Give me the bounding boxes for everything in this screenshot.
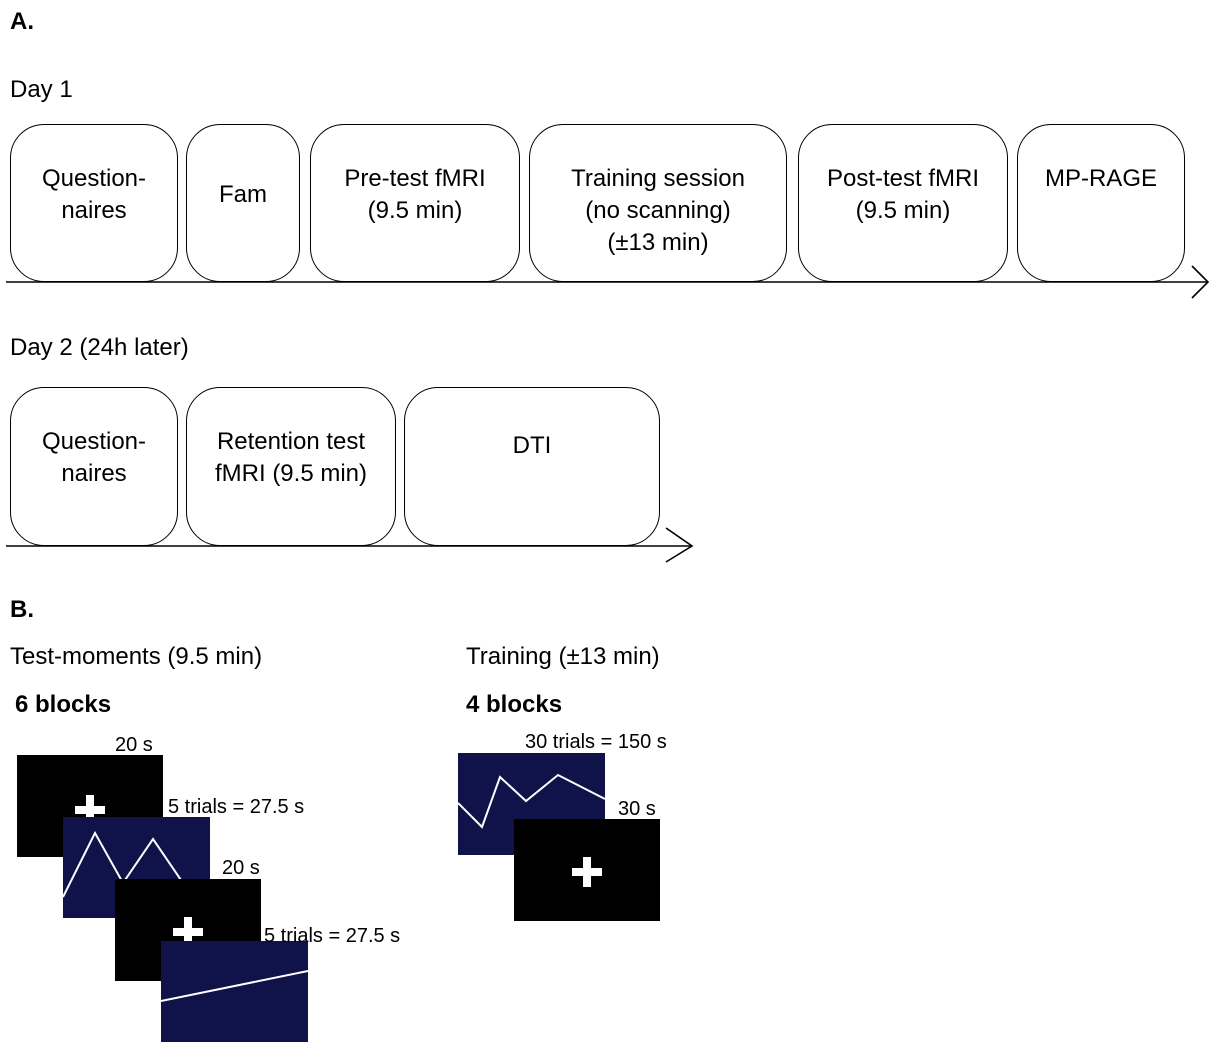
trajectory-line [161, 970, 308, 1002]
day1-arrowhead [1191, 265, 1210, 299]
day1-step-label: MP-RAGE [1044, 165, 1157, 192]
day1-step-label: Fam [219, 181, 267, 208]
day2-arrowhead [665, 527, 694, 563]
panel-b-label: B. [10, 596, 34, 623]
day2-step-label: Question- naires [41, 428, 147, 487]
fixation-cross-icon [173, 917, 203, 947]
training-title: Training (±13 min) [466, 643, 660, 670]
day2-step-questionnaires: Question- naires [10, 387, 178, 546]
fixation-cross-icon [75, 795, 105, 825]
day1-step-label: Training session (no scanning) (±13 min) [571, 165, 745, 256]
day1-step-pretest: Pre-test fMRI (9.5 min) [310, 124, 520, 282]
task-screen-trajectory [161, 941, 308, 1042]
rest-duration-label: 20 s [222, 857, 260, 879]
day1-step-posttest: Post-test fMRI (9.5 min) [798, 124, 1008, 282]
trajectory-line [458, 773, 605, 829]
day2-title: Day 2 (24h later) [10, 334, 189, 361]
rest-duration-label: 20 s [115, 734, 153, 756]
day1-step-questionnaires: Question- naires [10, 124, 178, 282]
day2-step-retention: Retention test fMRI (9.5 min) [186, 387, 396, 546]
day1-step-mprage: MP-RAGE [1017, 124, 1185, 282]
day1-step-label: Question- naires [41, 165, 147, 224]
training-trials-label: 30 trials = 150 s [525, 731, 667, 753]
fixation-cross-icon [572, 857, 602, 887]
test-blocks-count: 6 blocks [15, 691, 112, 718]
day2-step-label: Retention test fMRI (9.5 min) [214, 428, 367, 487]
trials-duration-label: 5 trials = 27.5 s [264, 925, 401, 947]
training-rest-label: 30 s [618, 798, 656, 820]
trials-duration-label: 5 trials = 27.5 s [168, 796, 305, 818]
day1-title: Day 1 [10, 76, 73, 103]
day1-step-fam: Fam [186, 124, 300, 282]
day1-step-label: Pre-test fMRI (9.5 min) [344, 165, 486, 224]
test-moments-title: Test-moments (9.5 min) [10, 643, 263, 670]
training-blocks-count: 4 blocks [466, 691, 563, 718]
panel-a-label: A. [10, 8, 34, 35]
day1-step-training: Training session (no scanning) (±13 min) [529, 124, 787, 282]
day1-step-label: Post-test fMRI (9.5 min) [826, 165, 980, 224]
day2-step-dti: DTI [404, 387, 660, 546]
day2-step-label: DTI [512, 432, 552, 459]
training-rest-screen [514, 819, 660, 921]
